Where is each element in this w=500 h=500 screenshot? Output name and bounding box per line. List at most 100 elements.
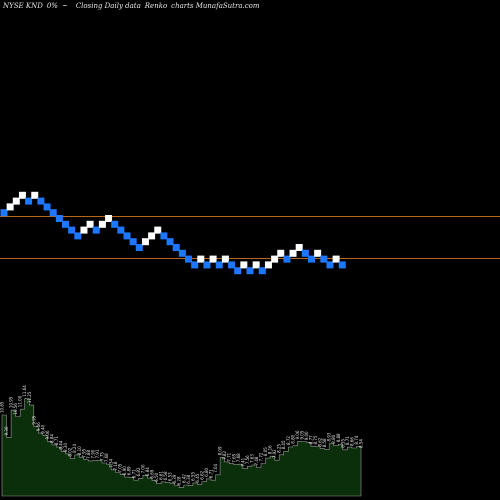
volume-value-label: 8.93 — [327, 432, 332, 441]
volume-value-label: 8.55 — [340, 438, 345, 447]
volume-value-label: 8.10 — [77, 446, 82, 455]
volume-value-label: 6.62 — [199, 470, 204, 479]
volume-value-label: 8.24 — [72, 444, 77, 453]
brick-down — [129, 238, 137, 246]
volume-value-label: 8.62 — [318, 437, 323, 446]
volume-value-label: 6.53 — [168, 472, 173, 481]
volume-value-label: 6.61 — [159, 471, 164, 480]
volume-value-label: 7.18 — [113, 461, 118, 470]
brick-down — [49, 209, 57, 217]
brick-up — [209, 255, 217, 263]
volume-value-label: 8.45 — [281, 440, 286, 449]
volume-value-label: 6.80 — [204, 467, 209, 476]
brick-up — [289, 249, 297, 257]
volume-area — [1, 398, 362, 497]
volume-value-label: 8.44 — [59, 440, 64, 449]
volume-value-label: 7.72 — [259, 452, 264, 461]
brick-up — [240, 261, 248, 269]
volume-value-label: 6.90 — [122, 466, 127, 475]
brick-down — [74, 232, 82, 240]
volume-value-label: 8.71 — [54, 436, 59, 445]
brick-down — [135, 244, 143, 251]
volume-value-label: 7.71 — [227, 452, 232, 461]
volume-value-label: 7.90 — [90, 449, 95, 458]
volume-value-label: 8.02 — [68, 447, 73, 456]
brick-down — [308, 255, 315, 263]
brick-up — [197, 255, 205, 263]
brick-up — [252, 261, 260, 269]
brick-up — [314, 249, 322, 257]
volume-value-label: 10.95 — [9, 396, 14, 408]
volume-value-label: 6.42 — [181, 474, 186, 483]
brick-down — [185, 255, 192, 263]
brick-down — [68, 226, 76, 234]
volume-value-label: 6.58 — [163, 471, 168, 480]
brick-up — [86, 220, 94, 228]
volume-value-label: 9.40 — [40, 424, 45, 433]
source-label: charts MunafaSutra.com — [171, 2, 260, 10]
volume-value-label: 6.28 — [177, 476, 182, 485]
volume-value-label: 8.77 — [309, 435, 314, 444]
brick-up — [141, 238, 149, 246]
volume-value-label: 8.05 — [263, 447, 268, 456]
volume-value-label: 10.56 — [13, 403, 18, 415]
brick-up — [98, 220, 106, 228]
volume-value-label: 7.82 — [222, 451, 227, 460]
volume-value-label: 9.00 — [304, 431, 309, 440]
brick-up — [332, 255, 340, 263]
volume-value-label: 11.00 — [18, 395, 23, 407]
volume-labels: 10.659.3010.9510.5611.0011.6411.259.959.… — [0, 385, 364, 486]
volume-value-label: 7.95 — [81, 448, 86, 457]
volume-value-label: 9.06 — [295, 430, 300, 439]
renko-bricks — [0, 191, 346, 275]
brick-down — [92, 226, 100, 234]
chart-name-label: Renko — [144, 2, 168, 10]
volume-value-label: 8.71 — [345, 436, 350, 445]
brick-up — [6, 203, 14, 211]
volume-value-label: 6.71 — [131, 469, 136, 478]
volume-value-label: 7.68 — [104, 453, 109, 462]
volume-value-label: 6.71 — [209, 469, 214, 478]
volume-value-label: 7.00 — [140, 464, 145, 473]
brick-up — [18, 191, 26, 199]
brick-up — [80, 226, 88, 234]
volume-value-label: 6.55 — [190, 472, 195, 481]
brick-down — [234, 267, 242, 275]
brick-down — [203, 261, 211, 269]
volume-value-label: 8.54 — [359, 439, 364, 448]
volume-value-label: 7.05 — [118, 463, 123, 472]
volume-value-label: 8.74 — [354, 435, 359, 444]
volume-value-label: 7.68 — [236, 453, 241, 462]
brick-down — [215, 261, 223, 269]
ticker-label: NYSE KND — [3, 2, 43, 10]
brick-down — [228, 261, 236, 269]
brick-down — [246, 267, 254, 275]
brick-up — [221, 255, 229, 263]
volume-value-label: 6.38 — [186, 474, 191, 483]
volume-value-label: 8.25 — [277, 443, 282, 452]
brick-down — [283, 255, 291, 263]
volume-value-label: 8.80 — [290, 434, 295, 443]
volume-value-label: 8.66 — [349, 437, 354, 446]
brick-up — [271, 255, 279, 263]
volume-value-label: 7.75 — [100, 452, 105, 461]
volume-value-label: 6.82 — [136, 467, 141, 476]
volume-value-label: 8.09 — [218, 446, 223, 455]
brick-down — [43, 203, 51, 211]
volume-value-label: 6.69 — [150, 469, 155, 478]
volume-value-label: 7.65 — [231, 453, 236, 462]
volume-value-label: 8.84 — [50, 434, 55, 443]
brick-up — [277, 249, 285, 257]
brick-down — [37, 197, 45, 205]
volume-value-label: 8.80 — [331, 434, 336, 443]
brick-down — [326, 261, 334, 269]
brick-down — [258, 267, 266, 275]
volume-value-label: 6.39 — [172, 474, 177, 483]
brick-up — [148, 232, 156, 240]
brick-down — [172, 244, 180, 251]
volume-value-label: 8.30 — [63, 443, 68, 452]
brick-down — [166, 238, 174, 246]
change-label: 0% ~ — [46, 2, 68, 10]
brick-up — [105, 215, 113, 222]
